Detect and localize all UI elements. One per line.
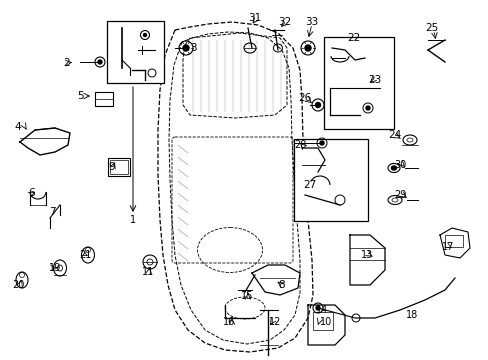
FancyBboxPatch shape — [293, 139, 367, 221]
Bar — [110, 160, 128, 174]
Ellipse shape — [315, 103, 320, 108]
Text: 31: 31 — [248, 13, 261, 23]
Text: 27: 27 — [303, 180, 316, 190]
Ellipse shape — [319, 141, 324, 145]
Text: 20: 20 — [12, 280, 24, 290]
Ellipse shape — [98, 60, 102, 64]
Text: 6: 6 — [29, 188, 35, 198]
Text: 26: 26 — [298, 93, 311, 103]
Text: 24: 24 — [387, 130, 401, 140]
FancyBboxPatch shape — [324, 37, 393, 129]
Text: 33: 33 — [305, 17, 318, 27]
Ellipse shape — [305, 45, 310, 51]
Text: 16: 16 — [223, 317, 235, 327]
Text: 10: 10 — [319, 317, 331, 327]
Text: 11: 11 — [142, 267, 154, 277]
Text: 29: 29 — [393, 190, 406, 200]
Text: 4: 4 — [15, 122, 21, 132]
Ellipse shape — [365, 106, 369, 110]
FancyBboxPatch shape — [107, 21, 163, 83]
Text: 21: 21 — [79, 250, 91, 260]
Bar — [444, 235, 462, 247]
Ellipse shape — [143, 33, 146, 36]
Ellipse shape — [183, 45, 189, 51]
Text: 1: 1 — [130, 215, 136, 225]
Text: 3: 3 — [189, 43, 196, 53]
Text: 17: 17 — [441, 242, 453, 252]
Text: 18: 18 — [405, 310, 417, 320]
Text: 2: 2 — [63, 58, 70, 68]
Text: 28: 28 — [293, 140, 305, 150]
Text: 19: 19 — [49, 263, 61, 273]
Ellipse shape — [315, 306, 319, 310]
Text: 15: 15 — [240, 291, 253, 301]
Text: 30: 30 — [393, 160, 406, 170]
Text: 5: 5 — [77, 91, 83, 101]
Bar — [95, 92, 113, 106]
Bar — [108, 158, 130, 176]
Text: 8: 8 — [278, 280, 285, 290]
Text: 25: 25 — [425, 23, 438, 33]
Bar — [312, 312, 332, 330]
Text: 14: 14 — [315, 305, 327, 315]
Text: 13: 13 — [360, 250, 372, 260]
Text: 12: 12 — [268, 317, 281, 327]
Text: 22: 22 — [346, 33, 360, 43]
Text: 7: 7 — [49, 207, 55, 217]
Text: 32: 32 — [278, 17, 291, 27]
Text: 9: 9 — [108, 162, 115, 172]
Text: 23: 23 — [367, 75, 381, 85]
Ellipse shape — [391, 166, 396, 170]
